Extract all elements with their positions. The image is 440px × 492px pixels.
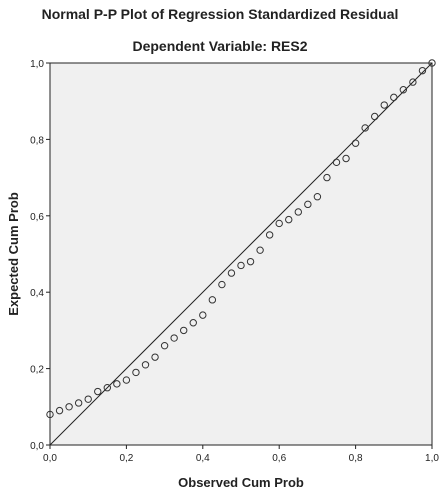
point	[275, 219, 283, 228]
y-tick-label: 0,6	[30, 212, 44, 223]
point	[399, 86, 408, 94]
point	[94, 387, 102, 396]
point	[180, 326, 188, 335]
point	[74, 399, 83, 407]
point	[122, 376, 131, 384]
point	[409, 78, 417, 86]
point	[332, 158, 341, 167]
point	[46, 410, 54, 419]
point	[65, 403, 73, 411]
point	[55, 406, 64, 415]
point	[351, 139, 360, 147]
y-axis-title: Expected Cum Prob	[6, 192, 21, 316]
y-tick-label: 1,0	[30, 59, 44, 70]
point	[170, 334, 178, 342]
point	[285, 215, 293, 224]
point	[113, 380, 121, 388]
point	[428, 59, 436, 67]
point	[304, 200, 312, 209]
y-tick-label: 0,2	[30, 365, 44, 376]
point	[246, 257, 255, 266]
point	[313, 193, 322, 201]
x-tick-label: 0,6	[272, 453, 286, 464]
x-tick-label: 0,2	[119, 453, 133, 464]
point	[151, 353, 159, 361]
point	[294, 208, 302, 216]
point	[208, 296, 217, 304]
point	[256, 246, 264, 254]
x-tick-label: 0,0	[43, 453, 57, 464]
point	[390, 93, 398, 102]
x-tick-label: 0,8	[349, 453, 363, 464]
point	[141, 361, 150, 369]
point	[132, 368, 140, 377]
point	[227, 269, 236, 277]
x-axis-title: Observed Cum Prob	[178, 475, 304, 490]
point	[380, 101, 388, 109]
point	[237, 261, 245, 270]
chart-title: Normal P-P Plot of Regression Standardiz…	[42, 6, 399, 22]
point	[371, 112, 379, 121]
y-tick-label: 0,8	[30, 135, 44, 146]
point	[342, 154, 350, 163]
point	[199, 311, 207, 319]
y-tick-label: 0,0	[30, 441, 44, 452]
point	[265, 231, 274, 239]
point	[160, 341, 169, 350]
point	[84, 395, 92, 403]
point	[103, 384, 112, 392]
point	[323, 173, 331, 182]
x-tick-label: 0,4	[196, 453, 210, 464]
point	[189, 319, 197, 327]
y-tick-label: 0,4	[30, 288, 44, 299]
point	[418, 66, 427, 75]
chart-subtitle: Dependent Variable: RES2	[132, 38, 307, 54]
point	[361, 124, 369, 132]
x-tick-label: 1,0	[425, 453, 439, 464]
point	[218, 280, 226, 289]
